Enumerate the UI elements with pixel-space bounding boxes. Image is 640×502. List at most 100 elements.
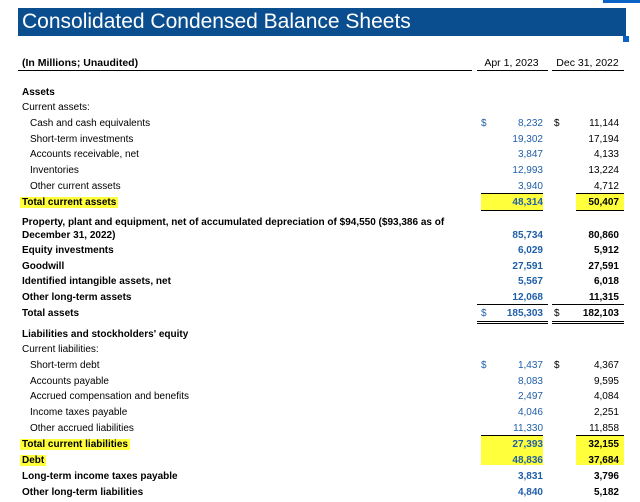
- highlight-liabilities-col1: [481, 435, 543, 465]
- value-apr-2023: 27,591: [512, 261, 543, 272]
- value-dec-2022: 17,194: [588, 134, 619, 145]
- value-apr-2023: 4,840: [517, 487, 543, 498]
- total-rule-col2: [576, 210, 624, 211]
- value-apr-2023: 19,302: [512, 134, 543, 145]
- table-row: Property, plant and equipment, net of ac…: [0, 216, 640, 244]
- dollar-sign: $: [554, 308, 560, 319]
- row-label-highlighted: Total current liabilities: [20, 439, 130, 450]
- subtotal-rule-col1: [477, 304, 548, 305]
- table-row: Accounts receivable, net 3,847 4,133: [0, 147, 640, 162]
- corner-accent-square: [623, 36, 629, 42]
- table-row: Income taxes payable 4,046 2,251: [0, 405, 640, 420]
- value-apr-2023: 48,314: [512, 197, 543, 208]
- table-row: Total assets $ 185,303 $ 182,103: [0, 306, 640, 321]
- table-row: Assets: [0, 85, 640, 100]
- table-row: Identified intangible assets, net 5,567 …: [0, 274, 640, 289]
- value-dec-2022: 4,084: [593, 391, 619, 402]
- value-dec-2022: 9,595: [593, 376, 619, 387]
- units-header: (In Millions; Unaudited): [22, 57, 139, 69]
- subtotal-rule-col2: [576, 193, 624, 194]
- row-label: Total assets: [22, 308, 80, 319]
- row-label: Accounts receivable, net: [30, 149, 139, 160]
- row-label: Other current assets: [30, 181, 121, 192]
- corner-accent-bar: [603, 0, 640, 3]
- value-dec-2022: 5,912: [593, 245, 619, 256]
- value-apr-2023: 3,831: [517, 471, 543, 482]
- value-apr-2023: 6,029: [517, 245, 543, 256]
- table-row: Goodwill 27,591 27,591: [0, 259, 640, 274]
- subtotal-rule-col2: [576, 435, 624, 436]
- value-apr-2023: 48,836: [512, 455, 543, 466]
- double-rule-col2: [552, 321, 624, 324]
- value-apr-2023: 4,046: [517, 407, 543, 418]
- value-apr-2023: 185,303: [506, 308, 543, 319]
- value-apr-2023: 12,068: [512, 292, 543, 303]
- value-dec-2022: 4,712: [593, 181, 619, 192]
- table-row: Total current assets 48,314 50,407: [0, 195, 640, 210]
- row-label: Equity investments: [22, 245, 114, 256]
- column-header-apr-2023: Apr 1, 2023: [484, 57, 539, 69]
- row-label-highlighted: Debt: [20, 455, 47, 466]
- row-label: Other long-term liabilities: [22, 487, 144, 498]
- row-label: Other accrued liabilities: [30, 423, 134, 434]
- table-row: Equity investments 6,029 5,912: [0, 243, 640, 258]
- subtotal-rule-col1: [481, 193, 543, 194]
- value-dec-2022: 37,684: [588, 455, 619, 466]
- dollar-sign: $: [554, 118, 560, 129]
- value-dec-2022: 182,103: [582, 308, 619, 319]
- row-label-highlighted: Total current assets: [20, 197, 119, 208]
- value-apr-2023: 3,847: [517, 149, 543, 160]
- row-label-continued: December 31, 2022): [22, 230, 116, 241]
- row-label: Accrued compensation and benefits: [30, 391, 189, 402]
- row-label: Current assets:: [22, 102, 90, 113]
- dollar-sign: $: [481, 308, 487, 319]
- table-row: Current liabilities:: [0, 342, 640, 357]
- table-row: Other long-term liabilities 4,840 5,182: [0, 485, 640, 500]
- dollar-sign: $: [481, 118, 487, 129]
- section-heading-liabilities: Liabilities and stockholders' equity: [22, 329, 189, 340]
- value-apr-2023: 8,232: [517, 118, 543, 129]
- row-label: Short-term investments: [30, 134, 134, 145]
- total-rule-col1: [481, 210, 543, 211]
- value-dec-2022: 11,315: [588, 292, 619, 303]
- value-dec-2022: 4,133: [593, 149, 619, 160]
- subtotal-rule-col2: [552, 304, 624, 305]
- highlight-total-current-assets-col2: [576, 194, 624, 210]
- dollar-sign: $: [481, 360, 487, 371]
- value-apr-2023: 85,734: [512, 230, 543, 241]
- value-dec-2022: 11,858: [589, 423, 619, 434]
- table-row: Long-term income taxes payable 3,831 3,7…: [0, 469, 640, 484]
- value-dec-2022: 11,144: [589, 118, 619, 129]
- header-rule-label: [18, 70, 472, 71]
- row-label: Cash and cash equivalents: [30, 118, 151, 129]
- value-dec-2022: 2,251: [593, 407, 619, 418]
- value-dec-2022: 4,367: [593, 360, 619, 371]
- table-row: Short-term investments 19,302 17,194: [0, 132, 640, 147]
- subtotal-rule-col1: [481, 435, 543, 436]
- table-row: Accounts payable 8,083 9,595: [0, 374, 640, 389]
- row-label: Long-term income taxes payable: [22, 471, 178, 482]
- row-label: Property, plant and equipment, net of ac…: [22, 217, 445, 228]
- value-dec-2022: 80,860: [588, 230, 619, 241]
- table-row: Debt 48,836 37,684: [0, 453, 640, 468]
- value-dec-2022: 32,155: [588, 439, 619, 450]
- highlight-total-current-assets-col1: [481, 194, 543, 210]
- value-dec-2022: 6,018: [593, 276, 619, 287]
- header-rule-col2: [552, 70, 624, 71]
- value-apr-2023: 12,993: [512, 165, 543, 176]
- table-row: Inventories 12,993 13,224: [0, 163, 640, 178]
- highlight-liabilities-col2: [576, 435, 624, 465]
- row-label: Other long-term assets: [22, 292, 132, 303]
- value-apr-2023: 5,567: [517, 276, 543, 287]
- row-label: Identified intangible assets, net: [22, 276, 171, 287]
- dollar-sign: $: [554, 360, 560, 371]
- section-heading-assets: Assets: [22, 87, 55, 98]
- table-row: Short-term debt $ 1,437 $ 4,367: [0, 358, 640, 373]
- value-apr-2023: 27,393: [512, 439, 543, 450]
- row-label: Goodwill: [22, 261, 65, 272]
- table-row: Total current liabilities 27,393 32,155: [0, 437, 640, 452]
- table-row: Other accrued liabilities 11,330 11,858: [0, 421, 640, 436]
- column-header-dec-2022: Dec 31, 2022: [556, 57, 619, 69]
- page-title: Consolidated Condensed Balance Sheets: [18, 8, 626, 36]
- double-rule-col1: [477, 321, 548, 324]
